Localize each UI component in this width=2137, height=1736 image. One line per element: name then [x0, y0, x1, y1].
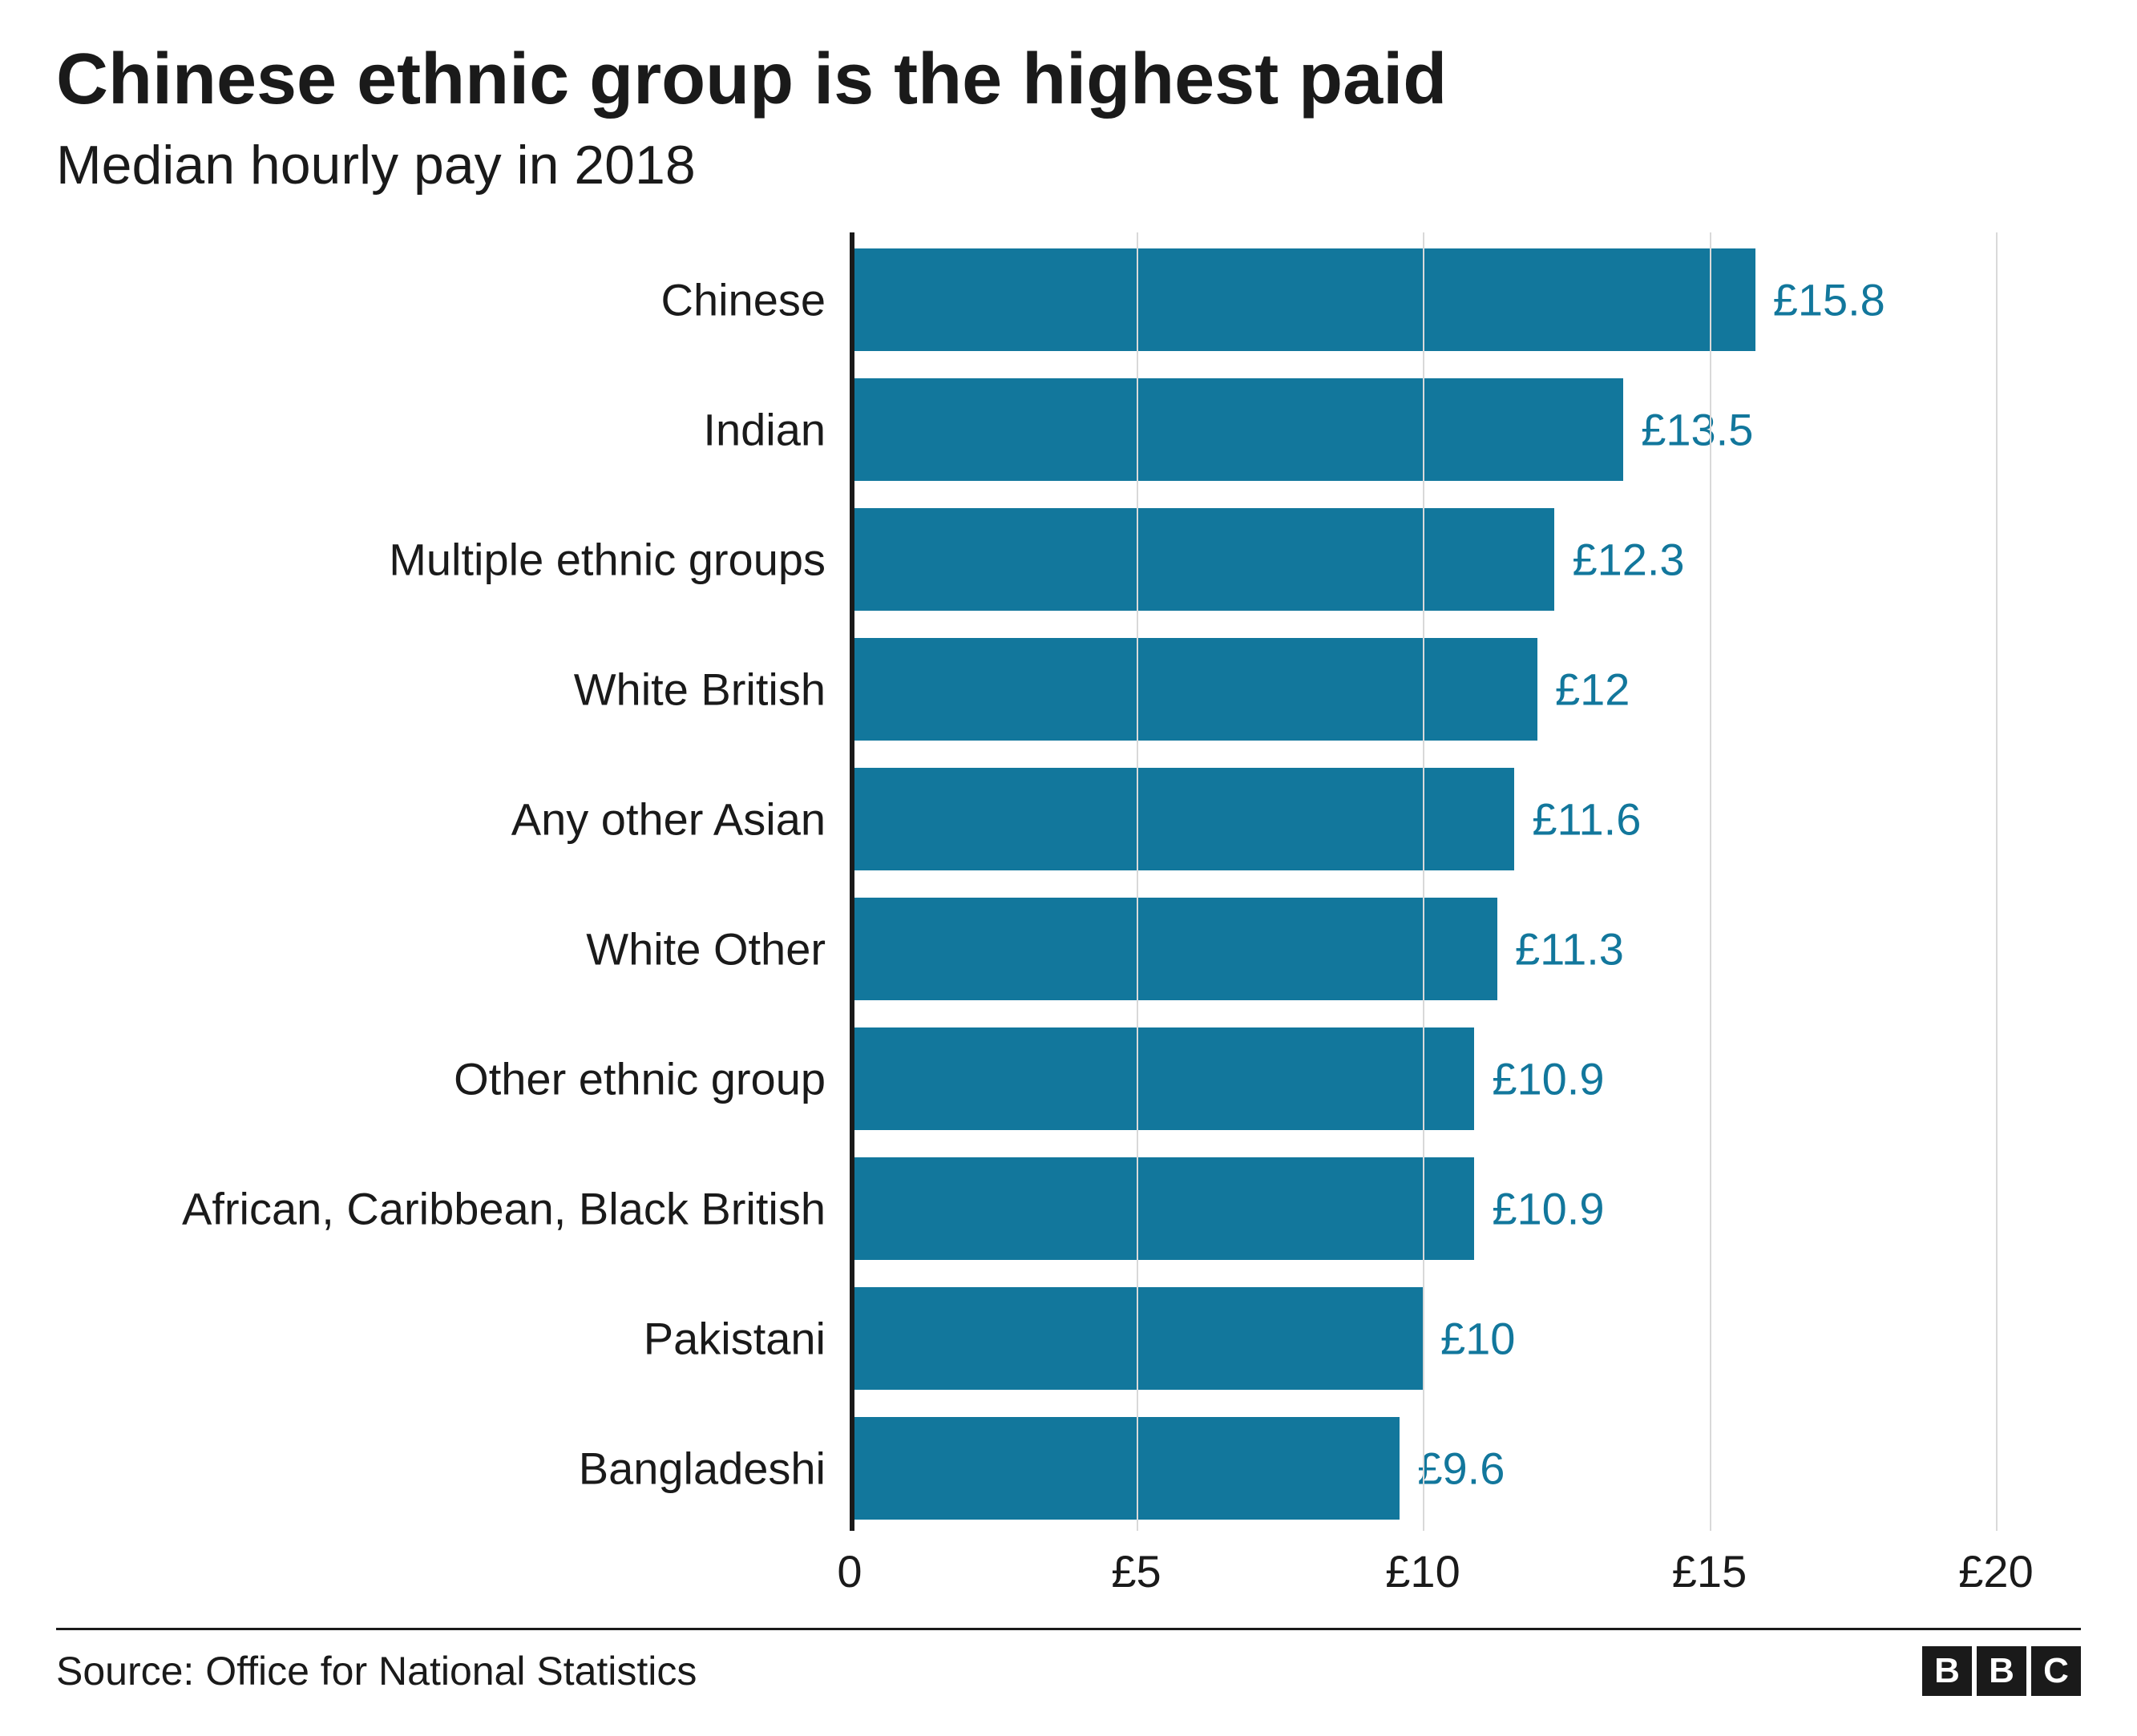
bar	[854, 1157, 1474, 1260]
category-label: Chinese	[661, 274, 826, 326]
bar	[854, 638, 1537, 741]
source-text: Source: Office for National Statistics	[56, 1648, 697, 1694]
bar	[854, 1287, 1423, 1390]
bars-region: £15.8Chinese£13.5Indian£12.3Multiple eth…	[854, 248, 1996, 1515]
category-label: Other ethnic group	[454, 1053, 826, 1105]
bar-value-label: £12	[1555, 664, 1630, 716]
x-tick-label: 0	[837, 1545, 862, 1597]
bbc-logo-block: B	[1977, 1646, 2026, 1696]
category-label: Any other Asian	[511, 793, 826, 846]
gridline	[1710, 232, 1711, 1531]
bar	[854, 378, 1623, 481]
bar	[854, 768, 1514, 870]
bar-value-label: £10.9	[1492, 1183, 1604, 1235]
bar	[854, 508, 1554, 611]
bar-value-label: £11.6	[1532, 793, 1641, 846]
category-label: African, Caribbean, Black British	[182, 1183, 826, 1235]
category-label: Pakistani	[644, 1313, 826, 1365]
bar-value-label: £12.3	[1572, 534, 1684, 586]
bar-value-label: £15.8	[1773, 274, 1885, 326]
x-tick-label: £5	[1111, 1545, 1161, 1597]
bbc-logo: B B C	[1922, 1646, 2081, 1696]
x-tick-label: £20	[1958, 1545, 2033, 1597]
x-tick-label: £15	[1672, 1545, 1747, 1597]
bar-value-label: £9.6	[1417, 1443, 1505, 1495]
x-tick-label: £10	[1385, 1545, 1460, 1597]
bar-value-label: £10	[1440, 1313, 1515, 1365]
chart-subtitle: Median hourly pay in 2018	[56, 134, 2081, 196]
chart-container: Chinese ethnic group is the highest paid…	[0, 0, 2137, 1736]
gridline	[1423, 232, 1424, 1531]
category-label: White British	[574, 664, 826, 716]
bbc-logo-block: B	[1922, 1646, 1972, 1696]
category-label: Indian	[703, 404, 826, 456]
bar	[854, 248, 1755, 351]
bar-value-label: £13.5	[1641, 404, 1753, 456]
category-label: Bangladeshi	[579, 1443, 826, 1495]
bar	[854, 1027, 1474, 1130]
gridline	[1137, 232, 1138, 1531]
bbc-logo-block: C	[2031, 1646, 2081, 1696]
gridline	[1996, 232, 1998, 1531]
category-label: Multiple ethnic groups	[389, 534, 826, 586]
bar	[854, 898, 1497, 1000]
chart-footer: Source: Office for National Statistics B…	[56, 1628, 2081, 1696]
bar-value-label: £11.3	[1515, 923, 1624, 975]
plot-area: £15.8Chinese£13.5Indian£12.3Multiple eth…	[850, 232, 1996, 1531]
bar	[854, 1417, 1400, 1520]
category-label: White Other	[586, 923, 826, 975]
chart-title: Chinese ethnic group is the highest paid	[56, 40, 2081, 119]
bar-value-label: £10.9	[1492, 1053, 1604, 1105]
